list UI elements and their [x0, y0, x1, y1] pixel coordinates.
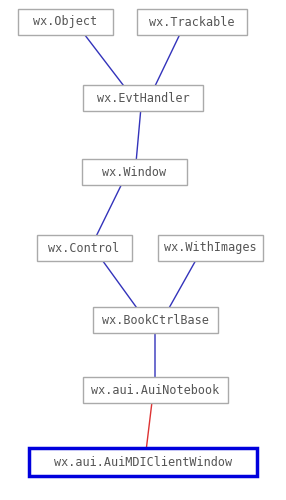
- Text: wx.BookCtrlBase: wx.BookCtrlBase: [102, 314, 208, 326]
- Bar: [82, 159, 186, 185]
- Bar: [17, 9, 112, 35]
- Bar: [83, 85, 203, 111]
- Text: wx.Object: wx.Object: [33, 16, 97, 28]
- Bar: [29, 448, 257, 476]
- Bar: [82, 377, 227, 403]
- Text: wx.Window: wx.Window: [102, 166, 166, 178]
- Bar: [137, 9, 247, 35]
- Text: wx.Control: wx.Control: [48, 242, 120, 254]
- Text: wx.EvtHandler: wx.EvtHandler: [97, 92, 189, 104]
- Text: wx.aui.AuiMDIClientWindow: wx.aui.AuiMDIClientWindow: [54, 456, 232, 468]
- Text: wx.WithImages: wx.WithImages: [164, 242, 256, 254]
- Bar: [158, 235, 263, 261]
- Bar: [92, 307, 217, 333]
- Text: wx.aui.AuiNotebook: wx.aui.AuiNotebook: [91, 384, 219, 396]
- Bar: [37, 235, 132, 261]
- Text: wx.Trackable: wx.Trackable: [149, 16, 235, 28]
